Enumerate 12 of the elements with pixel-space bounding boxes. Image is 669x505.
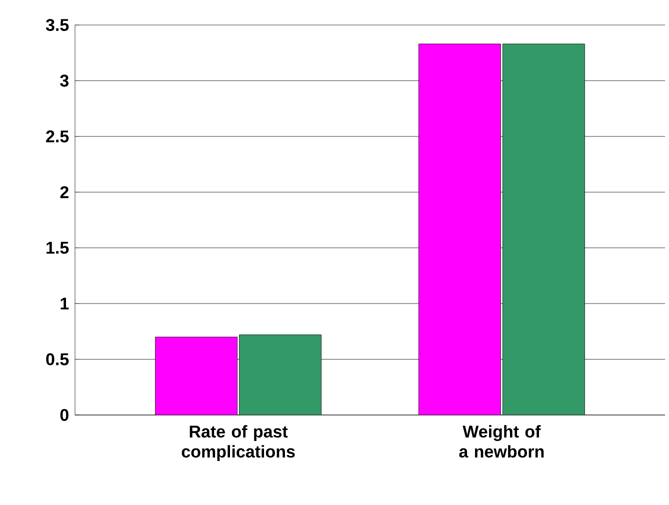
y-tick-label: 1 (60, 298, 69, 310)
x-tick-label: Weight of a newborn (459, 425, 544, 458)
bar (418, 44, 501, 415)
y-tick-label: 0.5 (46, 353, 69, 366)
y-tick-label: 2.5 (46, 130, 69, 142)
y-tick-label: 1.5 (46, 242, 69, 254)
y-tick-label: 3 (60, 74, 69, 87)
y-tick-label: 3.5 (46, 18, 69, 32)
bar (155, 336, 238, 415)
y-tick-label: 0 (60, 408, 68, 422)
x-tick-label: Rate of past complications (182, 425, 295, 461)
y-tick-label: 2 (60, 186, 68, 198)
